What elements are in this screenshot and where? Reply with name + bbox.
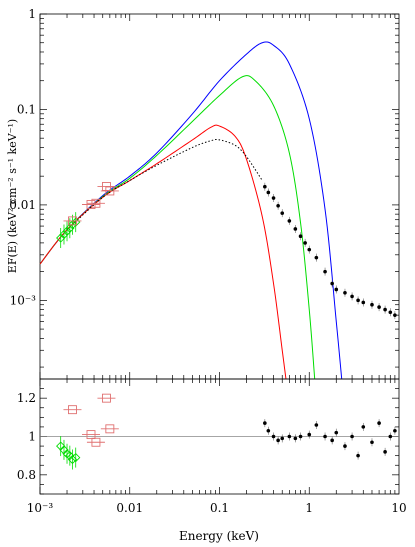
sed-data-point	[293, 227, 298, 231]
sed-data-point	[280, 211, 285, 215]
ratio-data-point	[91, 437, 101, 447]
ratio-data-point	[393, 428, 397, 433]
y-tick-label: 1	[28, 7, 36, 21]
ratio-panel-ticks	[39, 378, 399, 495]
x-tick-label: 10⁻³	[27, 501, 54, 515]
ratio-data-point	[101, 393, 111, 403]
sed-data-point	[287, 219, 292, 223]
model-curve-1	[39, 75, 316, 380]
ratio-data-point	[330, 438, 334, 443]
model-curve-3	[66, 138, 263, 231]
sed-data-point	[271, 196, 276, 200]
x-tick-label: 10	[391, 501, 406, 515]
sed-data-point	[377, 305, 381, 309]
x-tick-label: 0.01	[116, 501, 143, 515]
x-tick-label: 0.1	[210, 501, 229, 515]
ratio-data-point	[105, 424, 115, 434]
sed-data-point	[388, 310, 393, 315]
sed-data-point	[303, 241, 307, 245]
ratio-data-point	[383, 450, 387, 454]
sed-data-point	[86, 200, 96, 209]
ratio-data-point	[86, 430, 96, 440]
ratio-data-point	[361, 425, 366, 429]
sed-data-point	[334, 287, 339, 292]
sed-model-curves	[39, 41, 343, 380]
sed-data-points	[56, 182, 397, 320]
ratio-data-point	[67, 454, 78, 465]
sed-data-point	[393, 313, 397, 317]
ratio-data-point	[68, 405, 77, 415]
y-axis-label: EF(E) (keV² cm⁻² s⁻¹ keV⁻¹)	[6, 119, 19, 273]
ratio-data-point	[370, 440, 374, 445]
ratio-data-point	[334, 430, 339, 435]
ratio-data-point	[266, 428, 271, 433]
y-tick-label: 10⁻³	[10, 293, 37, 307]
sed-data-point	[263, 184, 267, 189]
ratio-data-point	[314, 423, 319, 427]
y-tick-label: 0.8	[17, 468, 36, 482]
sed-data-point	[101, 182, 111, 191]
y-tick-label: 0.01	[9, 198, 36, 212]
sed-data-point	[350, 294, 354, 299]
ratio-data-point	[343, 444, 347, 448]
ratio-data-point	[350, 434, 354, 439]
sed-data-point	[298, 234, 303, 239]
sed-data-point	[91, 198, 101, 208]
ratio-data-point	[293, 436, 298, 441]
model-curve-2	[39, 124, 287, 380]
model-curve-0	[39, 41, 343, 380]
ratio-data-point	[377, 421, 381, 425]
x-axis-label: Energy (keV)	[179, 529, 259, 543]
sed-data-point	[323, 269, 327, 274]
ratio-data-point	[263, 421, 267, 425]
ratio-data-points	[56, 393, 397, 470]
sed-data-point	[266, 190, 271, 195]
sed-panel-ticks	[39, 13, 399, 379]
ratio-panel: 1.2 1 0.8 10⁻³ 0.01 0.1 1 10	[17, 378, 407, 515]
sed-data-point	[105, 186, 115, 196]
sed-data-point	[68, 216, 77, 226]
ratio-data-point	[271, 434, 276, 439]
sed-data-point	[330, 281, 334, 286]
sed-y-tick-labels: 1 0.1 0.01 10⁻³	[9, 7, 36, 307]
sed-data-point	[343, 290, 347, 295]
sed-data-point	[356, 298, 360, 303]
sed-panel: 1 0.1 0.01 10⁻³	[9, 7, 400, 380]
sed-data-point	[383, 307, 387, 312]
sed-data-point	[370, 302, 374, 307]
sed-data-point	[314, 255, 319, 260]
ratio-data-point	[307, 432, 312, 437]
sed-data-point	[56, 233, 66, 243]
ratio-data-point	[280, 436, 285, 441]
y-tick-label: 1	[28, 430, 36, 444]
y-tick-label: 1.2	[17, 391, 36, 405]
ratio-data-point	[71, 452, 81, 463]
sed-data-point	[307, 247, 312, 252]
energy-x-tick-labels: 10⁻³ 0.01 0.1 1 10	[27, 501, 407, 515]
ratio-data-point	[388, 434, 393, 439]
sed-data-point	[67, 220, 78, 230]
ratio-y-tick-labels: 1.2 1 0.8	[17, 391, 36, 482]
x-tick-label: 1	[305, 501, 313, 515]
y-tick-label: 0.1	[17, 102, 36, 116]
sed-data-point	[276, 203, 280, 208]
sed-data-point	[361, 300, 366, 305]
ratio-data-point	[298, 434, 303, 439]
ratio-data-point	[276, 438, 280, 443]
ratio-data-point	[323, 434, 327, 439]
ratio-data-point	[356, 453, 360, 458]
sed-panel-frame	[39, 13, 400, 380]
ratio-data-point	[287, 434, 292, 439]
